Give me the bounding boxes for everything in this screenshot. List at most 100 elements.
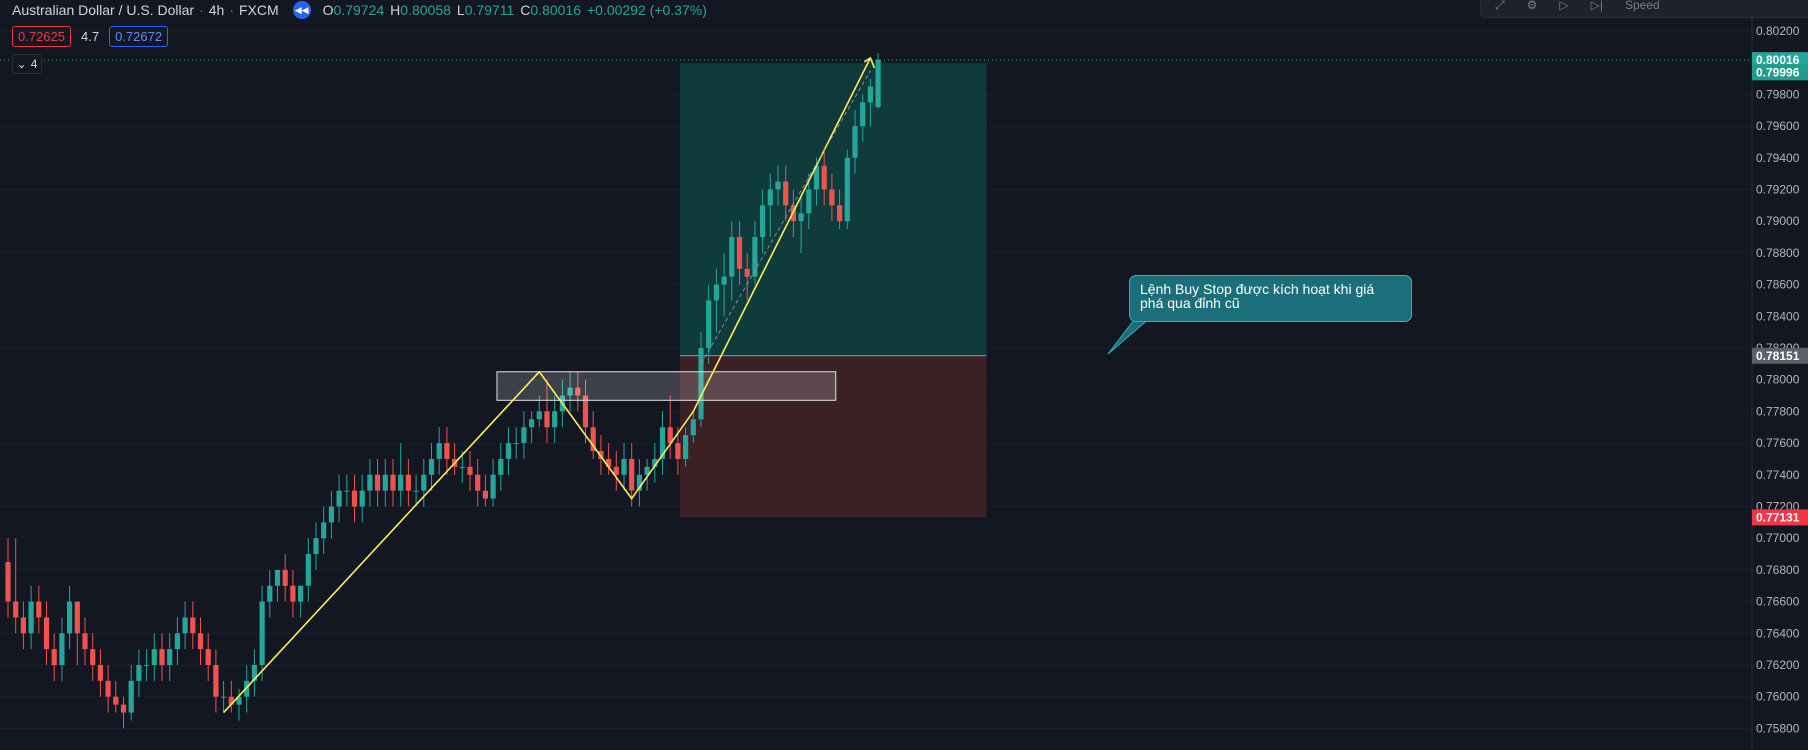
candle-body — [5, 561, 11, 602]
spread-value: 4.7 — [81, 29, 100, 44]
price-tick-label: 0.79600 — [1756, 119, 1800, 133]
price-tick-label: 0.79200 — [1756, 183, 1800, 197]
ohlc-close: 0.80016 — [530, 2, 581, 18]
candle-body — [128, 680, 134, 713]
price-tick-label: 0.79000 — [1756, 214, 1800, 228]
candle-body — [706, 300, 712, 348]
candle-body — [459, 466, 465, 468]
candle-body — [521, 427, 527, 444]
candle-body — [298, 585, 304, 602]
candle-body — [382, 474, 388, 491]
symbol-header: Australian Dollar / U.S. Dollar · 4h · F… — [0, 0, 1480, 20]
candle-body — [636, 474, 642, 491]
candle-body — [529, 419, 535, 428]
candle-body — [783, 181, 789, 206]
projection-line — [700, 70, 871, 365]
candle-body — [444, 443, 450, 459]
candle-body — [197, 633, 204, 650]
candle-body — [398, 474, 404, 491]
price-label-bg — [1752, 64, 1808, 81]
candle-body — [351, 490, 358, 507]
play-icon[interactable]: ▷ — [1559, 0, 1569, 12]
candle-body — [606, 458, 612, 467]
candle-body — [305, 554, 311, 586]
price-label: 0.80016 — [1756, 53, 1800, 67]
candle-body — [221, 696, 227, 698]
candle-body — [359, 490, 365, 507]
candle-body — [405, 474, 411, 491]
candle-body — [59, 633, 65, 665]
sell-button[interactable]: 0.72625 — [12, 26, 71, 47]
candle-body — [413, 490, 419, 492]
position-zones — [0, 59, 1752, 518]
symbol-name[interactable]: Australian Dollar / U.S. Dollar — [12, 2, 195, 18]
candle-body — [28, 601, 34, 634]
candle-body — [467, 466, 473, 475]
candle-body — [113, 696, 119, 705]
candle-body — [428, 458, 435, 475]
candle-body — [498, 458, 504, 475]
candle-body — [259, 601, 265, 665]
candle-body — [760, 205, 766, 238]
replay-toolbar: ⤢ ⚙ ▷ ▷| Speed — [1480, 0, 1808, 18]
candle-body — [844, 157, 850, 222]
candle-body — [436, 443, 442, 459]
price-tick-label: 0.77600 — [1756, 436, 1800, 450]
expand-icon[interactable]: ⤢ — [1495, 0, 1505, 12]
candle-body — [136, 665, 142, 681]
ohlc-change: +0.00292 (+0.37%) — [587, 2, 707, 18]
price-tick-label: 0.76000 — [1756, 690, 1800, 704]
candle-body — [582, 395, 589, 428]
candle-body — [159, 649, 165, 665]
buy-button[interactable]: 0.72672 — [109, 26, 169, 47]
candle-body — [205, 649, 211, 665]
candle-body — [513, 443, 519, 445]
rewind-icon[interactable]: ◀◀ — [292, 1, 311, 19]
candle-body — [144, 665, 150, 666]
price-tick-label: 0.78800 — [1756, 246, 1800, 260]
price-axis-panel — [1752, 0, 1808, 750]
candle-body — [482, 490, 488, 499]
price-label-bg — [1752, 347, 1808, 364]
chevron-down-icon: ⌄ — [16, 57, 27, 71]
zigzag-arrowhead — [863, 56, 876, 69]
annotation-callout[interactable]: Lệnh Buy Stop được kích hoạt khi giá phá… — [1129, 275, 1412, 322]
candle-body — [321, 522, 327, 539]
candle-body — [375, 474, 381, 491]
indicator-count: 4 — [30, 57, 38, 71]
candle-body — [652, 458, 658, 467]
price-tick-label: 0.77800 — [1756, 404, 1800, 418]
interval-label[interactable]: 4h — [208, 2, 225, 18]
candle-body — [213, 665, 219, 697]
candle-body — [228, 696, 234, 705]
price-tick-label: 0.77000 — [1756, 531, 1800, 545]
price-tick-label: 0.80200 — [1756, 24, 1800, 38]
overlays — [223, 56, 1151, 714]
candle-body — [867, 86, 873, 103]
candle-body — [544, 411, 550, 428]
candle-body — [875, 59, 881, 108]
price-axis[interactable]: 0.802000.800000.798000.796000.794000.792… — [1751, 0, 1808, 750]
candle-body — [667, 427, 673, 444]
settings-icon[interactable]: ⚙ — [1526, 0, 1538, 12]
candle-body — [74, 601, 80, 634]
indicators-toggle-button[interactable]: ⌄ 4 — [12, 54, 42, 74]
candle-body — [182, 617, 188, 634]
price-tick-label: 0.76800 — [1756, 563, 1800, 577]
ohlc-open: 0.79724 — [333, 2, 385, 18]
candle-body — [713, 284, 719, 301]
candle-body — [390, 474, 396, 491]
candle-body — [120, 704, 127, 713]
candle-body — [490, 474, 496, 499]
profit-zone — [679, 63, 987, 356]
candle-body — [20, 617, 26, 634]
candle-body — [752, 237, 758, 277]
candle-body — [860, 102, 866, 127]
candle-body — [721, 276, 727, 285]
candle-body — [806, 189, 812, 214]
step-forward-icon[interactable]: ▷| — [1590, 0, 1603, 12]
candle-body — [505, 443, 512, 459]
candle-body — [629, 458, 635, 491]
speed-label[interactable]: Speed — [1624, 0, 1660, 12]
